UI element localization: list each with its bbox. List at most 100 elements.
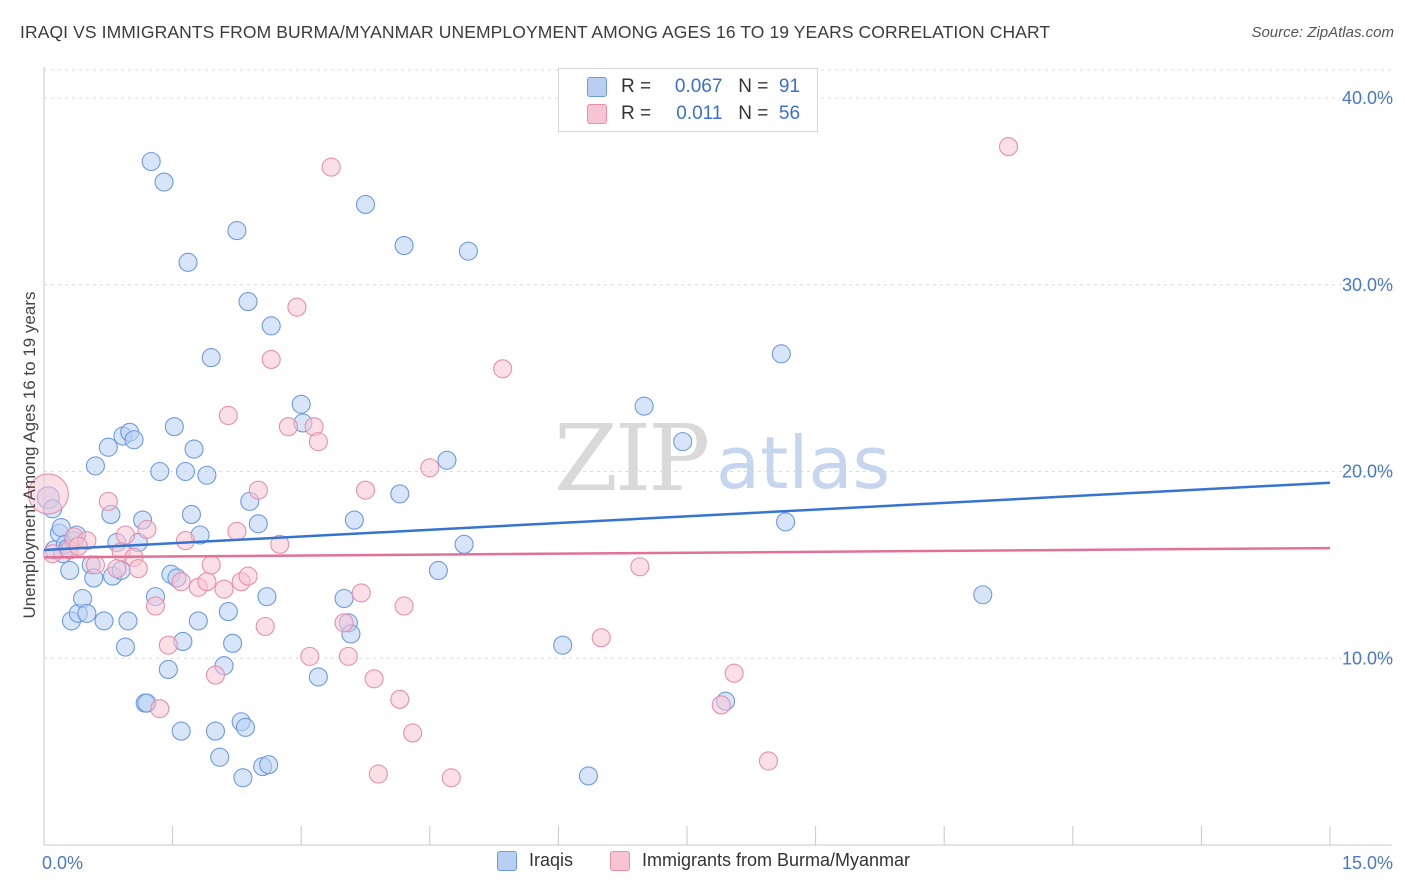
iraqis-point bbox=[248, 514, 268, 534]
watermark-atlas: atlas bbox=[716, 421, 890, 505]
legend-row-iraqis: R = 0.067 N = 91 bbox=[587, 74, 800, 100]
burma-point bbox=[197, 572, 217, 592]
burma-point bbox=[351, 583, 371, 603]
iraqis-point bbox=[223, 633, 243, 653]
iraqis-point bbox=[154, 172, 174, 192]
burma-n-label: N = bbox=[738, 103, 769, 124]
iraqis-point bbox=[308, 667, 328, 687]
burma-point bbox=[255, 616, 275, 637]
burma-point bbox=[724, 663, 744, 683]
iraqis-trend-line bbox=[43, 481, 1331, 552]
iraqis-point bbox=[184, 439, 204, 459]
iraqis-point bbox=[344, 510, 364, 530]
y-tick-label: 30.0% bbox=[1342, 275, 1393, 295]
iraqis-point bbox=[233, 768, 253, 788]
burma-legend-label: Immigrants from Burma/Myanmar bbox=[642, 850, 911, 870]
iraqis-point bbox=[98, 437, 118, 457]
x-tick-label: 15.0% bbox=[1342, 853, 1393, 873]
iraqis-n-value: 91 bbox=[778, 76, 801, 97]
iraqis-point bbox=[171, 721, 191, 741]
burma-r-value: 0.011 bbox=[676, 103, 723, 124]
burma-point bbox=[493, 359, 513, 379]
burma-legend-swatch bbox=[610, 850, 630, 871]
burma-trend-line bbox=[43, 546, 1331, 559]
burma-point bbox=[261, 349, 281, 370]
y-tick-label: 20.0% bbox=[1342, 462, 1393, 482]
burma-point bbox=[27, 473, 69, 515]
iraqis-point bbox=[150, 461, 170, 482]
chart-title: IRAQI VS IMMIGRANTS FROM BURMA/MYANMAR U… bbox=[20, 22, 1051, 42]
iraqis-point bbox=[553, 635, 573, 655]
iraqis-point bbox=[60, 560, 80, 581]
burma-point bbox=[98, 491, 118, 511]
iraqis-point bbox=[158, 659, 178, 680]
iraqis-point bbox=[218, 602, 238, 622]
burma-point bbox=[630, 557, 650, 577]
iraqis-point bbox=[771, 344, 791, 364]
burma-point bbox=[150, 699, 170, 719]
burma-point bbox=[171, 572, 191, 592]
iraqis-point bbox=[428, 560, 448, 581]
burma-point bbox=[420, 458, 440, 478]
iraqis-point bbox=[261, 316, 281, 336]
iraqis-point bbox=[291, 394, 311, 414]
burma-point bbox=[238, 566, 258, 586]
burma-point bbox=[107, 559, 127, 579]
iraqis-point bbox=[973, 585, 993, 605]
burma-point bbox=[205, 665, 226, 685]
iraqis-point bbox=[390, 484, 410, 504]
burma-point bbox=[338, 646, 358, 666]
burma-point bbox=[85, 555, 105, 575]
iraqis-point bbox=[394, 235, 414, 256]
watermark: ZIP atlas bbox=[554, 405, 890, 512]
y-tick-label: 10.0% bbox=[1342, 648, 1393, 668]
burma-point bbox=[441, 768, 461, 788]
iraqis-point bbox=[124, 430, 144, 450]
burma-swatch bbox=[587, 104, 607, 124]
iraqis-point bbox=[201, 348, 221, 368]
burma-point bbox=[394, 596, 414, 616]
series-legend: Iraqis Immigrants from Burma/Myanmar bbox=[0, 850, 1406, 878]
iraqis-point bbox=[238, 292, 258, 312]
iraqis-point bbox=[578, 766, 598, 786]
iraqis-point bbox=[94, 611, 114, 631]
burma-point bbox=[68, 536, 88, 556]
burma-point bbox=[287, 297, 307, 317]
correlation-legend: R = 0.067 N = 91 R = 0.011 N = 56 bbox=[558, 68, 818, 132]
iraqis-point bbox=[257, 587, 277, 607]
iraqis-legend-swatch bbox=[497, 850, 517, 871]
iraqis-point bbox=[334, 588, 354, 609]
iraqis-r-label: R = bbox=[621, 76, 652, 97]
iraqis-point bbox=[355, 194, 376, 215]
watermark-zip: ZIP bbox=[554, 405, 707, 512]
burma-point bbox=[248, 480, 268, 500]
burma-point bbox=[201, 555, 221, 575]
burma-n-value: 56 bbox=[778, 103, 801, 124]
iraqis-point bbox=[227, 221, 247, 241]
burma-point bbox=[227, 521, 247, 541]
iraqis-point bbox=[205, 721, 226, 741]
axes-layer: 10.0% 20.0% 30.0% 40.0% 0.0% 15.0% bbox=[42, 67, 1393, 873]
iraqis-point bbox=[458, 241, 478, 261]
iraqis-point bbox=[181, 504, 202, 525]
x-tick-label: 0.0% bbox=[42, 853, 83, 873]
iraqis-legend-label: Iraqis bbox=[529, 850, 574, 870]
burma-point bbox=[591, 628, 611, 648]
burma-point bbox=[308, 432, 328, 452]
burma-point bbox=[300, 646, 320, 666]
burma-point bbox=[175, 531, 196, 551]
burma-point bbox=[403, 723, 423, 743]
iraqis-swatch bbox=[587, 77, 607, 97]
burma-point bbox=[355, 480, 376, 500]
iraqis-point bbox=[437, 450, 457, 470]
burma-point bbox=[321, 157, 341, 177]
iraqis-point bbox=[235, 717, 256, 737]
burma-point bbox=[758, 751, 778, 771]
burma-point bbox=[334, 613, 354, 633]
burma-point bbox=[158, 635, 178, 655]
iraqis-point bbox=[188, 611, 208, 631]
burma-point bbox=[128, 559, 148, 579]
legend-row-burma: R = 0.011 N = 56 bbox=[587, 101, 800, 127]
trend-layer bbox=[43, 481, 1331, 559]
